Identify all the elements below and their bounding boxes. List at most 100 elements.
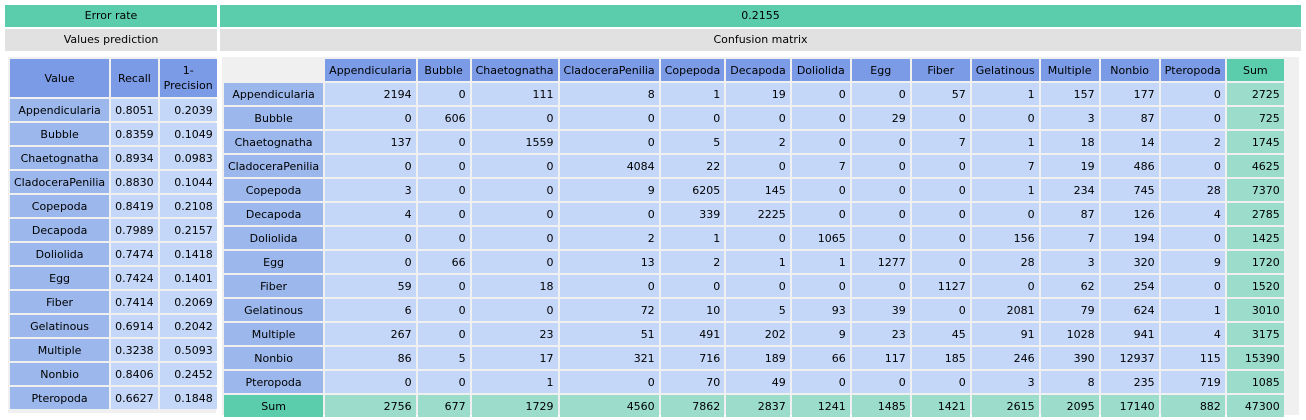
value-column-header: Value <box>10 59 110 97</box>
confusion-matrix-row: Decapoda 4 0 0 0 339 2225 0 0 0 0 87 126 4 2785 <box>224 203 1284 225</box>
row-sum-cell: 7370 <box>1226 179 1284 201</box>
row-sum-cell: 4625 <box>1226 155 1284 177</box>
matrix-cell: 137 <box>325 131 416 153</box>
matrix-cell: 1 <box>971 83 1039 105</box>
matrix-cell: 2194 <box>325 83 416 105</box>
matrix-cell: 234 <box>1040 179 1099 201</box>
actual-row-header-egg: Egg <box>224 251 324 273</box>
class-label-copepoda: Copepoda <box>10 195 110 217</box>
grand-total-cell: 47300 <box>1226 395 1284 417</box>
matrix-cell: 7 <box>911 131 970 153</box>
class-label-appendicularia: Appendicularia <box>10 99 110 121</box>
actual-row-header-gelatinous: Gelatinous <box>224 299 324 321</box>
matrix-cell: 86 <box>325 347 416 369</box>
matrix-cell: 0 <box>325 155 416 177</box>
one-minus-precision-value: 0.2108 <box>159 195 217 217</box>
matrix-cell: 719 <box>1160 371 1225 393</box>
column-sum-cell: 17140 <box>1100 395 1159 417</box>
matrix-cell: 7 <box>791 155 850 177</box>
matrix-cell: 0 <box>851 275 910 297</box>
one-minus-precision-value: 0.1049 <box>159 123 217 145</box>
values-prediction-row: Doliolida 0.7474 0.1418 <box>10 243 217 265</box>
actual-row-header-appendicularia: Appendicularia <box>224 83 324 105</box>
actual-row-header-copepoda: Copepoda <box>224 179 324 201</box>
matrix-cell: 0 <box>417 179 470 201</box>
matrix-cell: 79 <box>1040 299 1099 321</box>
confusion-matrix-row: Chaetognatha 137 0 1559 0 5 2 0 0 7 1 18 14 2 1745 <box>224 131 1284 153</box>
matrix-cell: 126 <box>1100 203 1159 225</box>
class-label-nonbio: Nonbio <box>10 363 110 385</box>
matrix-cell: 0 <box>911 251 970 273</box>
matrix-cell: 19 <box>726 83 790 105</box>
actual-row-header-multiple: Multiple <box>224 323 324 345</box>
matrix-cell: 2081 <box>971 299 1039 321</box>
matrix-cell: 0 <box>471 299 558 321</box>
actual-row-header-bubble: Bubble <box>224 107 324 129</box>
matrix-cell: 0 <box>971 203 1039 225</box>
matrix-cell: 0 <box>417 83 470 105</box>
predicted-column-header-cladocerapenilia: CladoceraPenilia <box>559 59 659 81</box>
matrix-cell: 0 <box>971 275 1039 297</box>
matrix-cell: 156 <box>971 227 1039 249</box>
recall-value: 0.6627 <box>111 387 158 409</box>
matrix-cell: 189 <box>726 347 790 369</box>
actual-row-header-pteropoda: Pteropoda <box>224 371 324 393</box>
row-sum-cell: 725 <box>1226 107 1284 129</box>
matrix-cell: 1 <box>471 371 558 393</box>
class-label-pteropoda: Pteropoda <box>10 387 110 409</box>
matrix-cell: 339 <box>660 203 725 225</box>
class-label-bubble: Bubble <box>10 123 110 145</box>
column-sum-cell: 1241 <box>791 395 850 417</box>
matrix-cell: 0 <box>471 227 558 249</box>
matrix-cell: 5 <box>417 347 470 369</box>
matrix-cell: 1559 <box>471 131 558 153</box>
row-sum-cell: 1745 <box>1226 131 1284 153</box>
values-prediction-panel: Value Recall 1- Precision Appendicularia… <box>8 57 217 413</box>
matrix-cell: 23 <box>851 323 910 345</box>
class-label-cladocerapenilia: CladoceraPenilia <box>10 171 110 193</box>
row-sum-cell: 2785 <box>1226 203 1284 225</box>
matrix-cell: 0 <box>911 299 970 321</box>
matrix-cell: 0 <box>791 203 850 225</box>
matrix-cell: 3 <box>325 179 416 201</box>
matrix-cell: 0 <box>851 371 910 393</box>
matrix-cell: 2 <box>559 227 659 249</box>
sum-row-header: Sum <box>224 395 324 417</box>
matrix-cell: 6 <box>325 299 416 321</box>
values-prediction-row: Multiple 0.3238 0.5093 <box>10 339 217 361</box>
matrix-cell: 1028 <box>1040 323 1099 345</box>
confusion-matrix-row: CladoceraPenilia 0 0 0 4084 22 0 7 0 0 7 19 486 0 4625 <box>224 155 1284 177</box>
matrix-cell: 8 <box>559 83 659 105</box>
recall-value: 0.7414 <box>111 291 158 313</box>
matrix-cell: 390 <box>1040 347 1099 369</box>
matrix-cell: 87 <box>1040 203 1099 225</box>
confusion-matrix-row: Fiber 59 0 18 0 0 0 0 0 1127 0 62 254 0 1520 <box>224 275 1284 297</box>
matrix-cell: 10 <box>660 299 725 321</box>
matrix-cell: 9 <box>559 179 659 201</box>
matrix-cell: 1 <box>971 179 1039 201</box>
matrix-cell: 115 <box>1160 347 1225 369</box>
matrix-cell: 0 <box>559 371 659 393</box>
matrix-cell: 7 <box>1040 227 1099 249</box>
values-prediction-row: Copepoda 0.8419 0.2108 <box>10 195 217 217</box>
recall-value: 0.7474 <box>111 243 158 265</box>
confusion-matrix-title: Confusion matrix <box>220 29 1301 51</box>
values-prediction-row: Appendicularia 0.8051 0.2039 <box>10 99 217 121</box>
matrix-cell: 91 <box>971 323 1039 345</box>
class-label-doliolida: Doliolida <box>10 243 110 265</box>
matrix-cell: 19 <box>1040 155 1099 177</box>
matrix-cell: 0 <box>559 203 659 225</box>
recall-value: 0.8359 <box>111 123 158 145</box>
matrix-cell: 87 <box>1100 107 1159 129</box>
recall-column-header: Recall <box>111 59 158 97</box>
predicted-column-header-appendicularia: Appendicularia <box>325 59 416 81</box>
matrix-cell: 0 <box>325 251 416 273</box>
confusion-matrix-row: Doliolida 0 0 0 2 1 0 1065 0 0 156 7 194 0 1425 <box>224 227 1284 249</box>
matrix-cell: 0 <box>417 371 470 393</box>
matrix-cell: 62 <box>1040 275 1099 297</box>
matrix-cell: 0 <box>417 275 470 297</box>
matrix-cell: 70 <box>660 371 725 393</box>
matrix-cell: 0 <box>791 131 850 153</box>
matrix-cell: 1 <box>791 251 850 273</box>
matrix-cell: 4 <box>1160 323 1225 345</box>
